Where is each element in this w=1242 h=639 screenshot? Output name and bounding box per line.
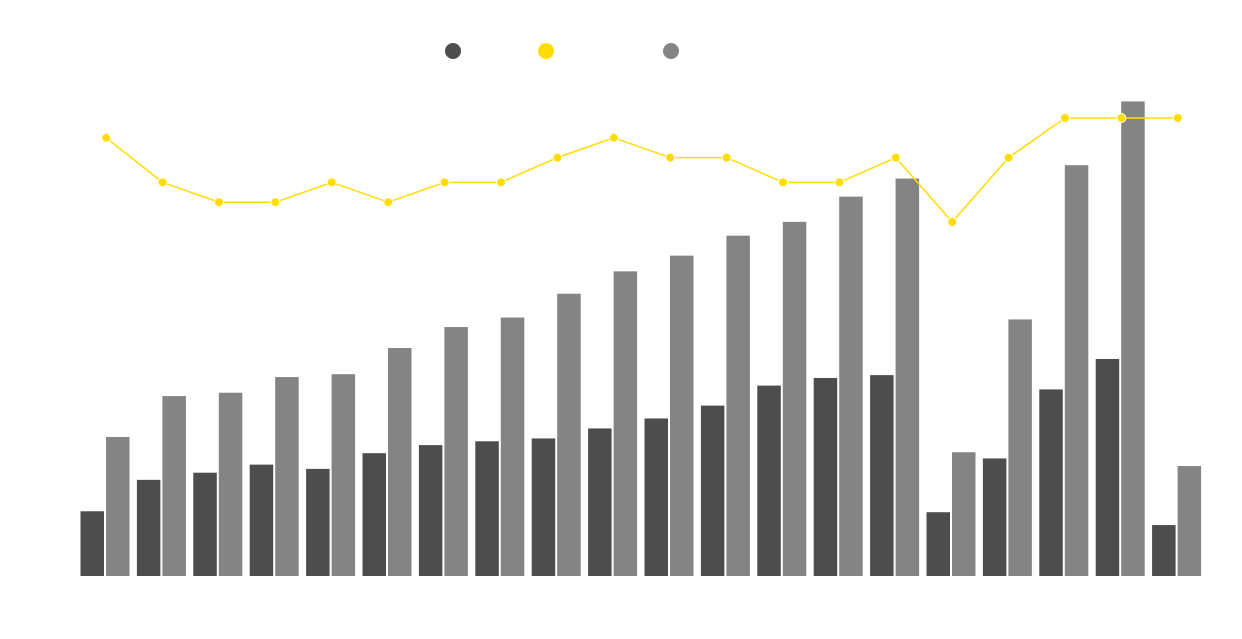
line-point-8	[552, 152, 563, 163]
line-point-5	[383, 197, 394, 208]
legend-marker-1	[538, 43, 554, 59]
bar-s1-5	[388, 347, 412, 576]
bar-s1-9	[613, 271, 638, 576]
legend-marker-0	[445, 43, 461, 59]
bar-s0-0	[80, 511, 104, 576]
bar-s1-6	[444, 327, 468, 576]
legend-item-1[interactable]	[538, 43, 554, 59]
bar-s1-7	[500, 317, 525, 576]
bar-s1-4	[331, 374, 356, 576]
line-point-0	[101, 132, 112, 143]
bar-s1-1	[162, 396, 186, 576]
line-point-13	[834, 177, 845, 188]
bar-s1-18	[1121, 101, 1145, 576]
bar-series-group	[80, 101, 1202, 577]
bar-s1-12	[782, 221, 807, 576]
bar-s0-17	[1039, 389, 1063, 576]
line-point-1	[157, 177, 168, 188]
bar-s1-17	[1064, 165, 1089, 576]
line-point-2	[214, 197, 224, 208]
bar-s1-13	[839, 196, 863, 577]
bar-s0-14	[870, 375, 894, 576]
bar-s1-10	[670, 255, 694, 577]
bar-s0-4	[306, 468, 330, 576]
legend-marker-2	[663, 43, 679, 59]
bar-s0-10	[644, 418, 668, 576]
line-point-7	[496, 177, 506, 188]
bar-s0-3	[249, 464, 274, 576]
bar-s1-15	[952, 452, 976, 576]
bar-s1-0	[106, 437, 130, 576]
bar-s1-3	[275, 377, 299, 576]
line-series-group	[101, 113, 1183, 227]
line-point-6	[439, 177, 450, 188]
bar-s0-8	[531, 438, 556, 576]
bar-s0-2	[193, 472, 217, 576]
bar-s1-11	[726, 235, 750, 576]
line-point-18	[1116, 113, 1127, 123]
line-point-11	[721, 152, 732, 163]
line-point-10	[665, 152, 676, 163]
line-point-15	[947, 217, 958, 227]
legend-item-2[interactable]	[663, 43, 679, 59]
legend-item-0[interactable]	[445, 43, 461, 59]
bar-s0-19	[1152, 525, 1176, 576]
bar-s0-11	[700, 405, 725, 576]
bar-s0-1	[136, 479, 161, 576]
bar-s1-16	[1008, 319, 1032, 576]
bar-s1-19	[1177, 466, 1202, 576]
line-point-4	[326, 177, 337, 188]
line-point-3	[270, 197, 281, 208]
bar-s0-16	[982, 458, 1007, 576]
line-point-16	[1003, 152, 1014, 163]
legend	[445, 43, 679, 59]
bar-s0-18	[1095, 358, 1120, 576]
bar-s0-5	[362, 453, 386, 576]
bar-s1-2	[218, 392, 243, 576]
line-point-9	[608, 132, 619, 143]
bar-s1-14	[895, 178, 920, 577]
line-point-14	[890, 152, 901, 163]
bar-s0-12	[757, 385, 781, 576]
bar-s0-13	[813, 377, 838, 576]
line-series-path	[105, 117, 1178, 224]
line-point-17	[1060, 113, 1070, 123]
line-point-19	[1172, 113, 1183, 123]
bar-s0-15	[926, 512, 950, 576]
bar-s0-6	[418, 445, 443, 576]
bar-s1-8	[557, 293, 581, 576]
bar-s0-7	[475, 441, 499, 576]
line-point-12	[778, 177, 788, 188]
bar-s0-9	[588, 428, 612, 576]
